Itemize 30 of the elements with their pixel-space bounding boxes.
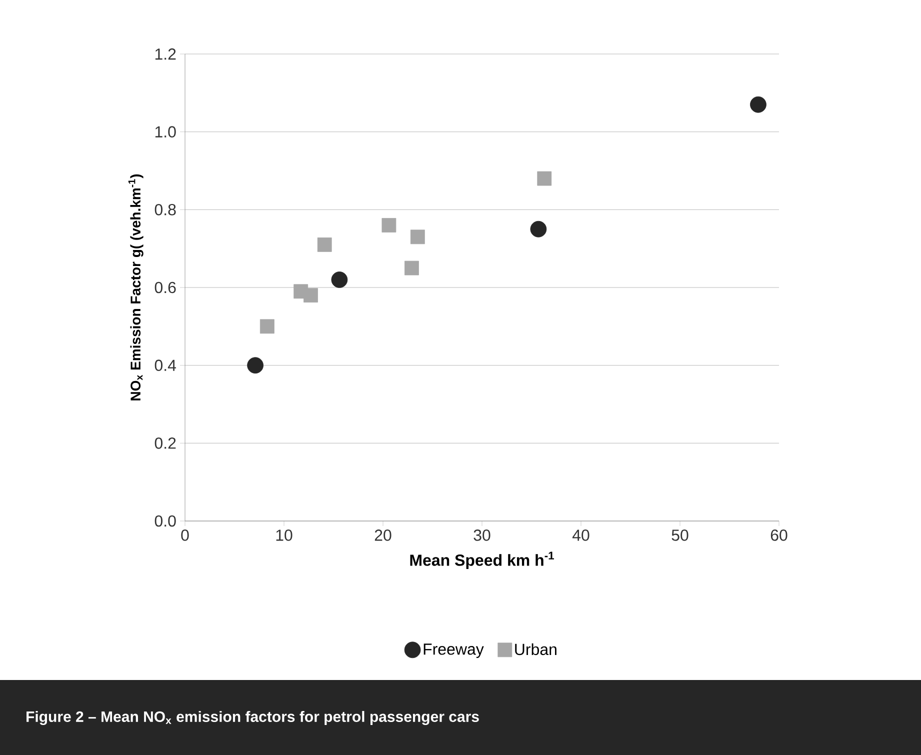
y-tick-label: 0.8 bbox=[154, 204, 176, 216]
point bbox=[404, 260, 419, 276]
x-tick-label: 40 bbox=[572, 530, 590, 541]
x-tick-label: 50 bbox=[672, 530, 688, 541]
point bbox=[317, 237, 332, 252]
y-tick-label: 0.6 bbox=[154, 282, 176, 294]
y-tick-label: 0.2 bbox=[154, 438, 176, 449]
x-axis-title: Mean Speed km h$^{-1}$ bbox=[410, 552, 554, 570]
point bbox=[247, 357, 264, 374]
point bbox=[331, 272, 348, 288]
point bbox=[750, 96, 766, 113]
x-tick-label: 20 bbox=[374, 530, 392, 541]
point bbox=[410, 230, 425, 244]
point bbox=[260, 319, 274, 334]
point bbox=[382, 218, 396, 232]
x-tick-label: 30 bbox=[474, 530, 490, 541]
point bbox=[304, 288, 318, 302]
legend-label: Freeway bbox=[424, 644, 484, 658]
y-tick-label: 0.4 bbox=[154, 360, 176, 371]
y-axis-title: NO$_{x}$ Emission Factor g( (veh.km$^{-1}$) bbox=[128, 174, 144, 400]
x-tick-label: 60 bbox=[770, 530, 788, 541]
text: Figure 2 – Mean NO$_{x}$ emission factors for petrol passenger cars bbox=[26, 710, 479, 726]
x-tick-label: 0 bbox=[181, 530, 189, 541]
point bbox=[537, 171, 552, 186]
x-tick-label: 10 bbox=[276, 530, 292, 541]
y-tick-label: 1.0 bbox=[155, 126, 176, 138]
legend-label: Urban bbox=[515, 643, 556, 656]
point bbox=[530, 220, 547, 238]
y-tick-label: 0.0 bbox=[154, 515, 176, 527]
y-tick-label: 1.2 bbox=[155, 48, 176, 60]
